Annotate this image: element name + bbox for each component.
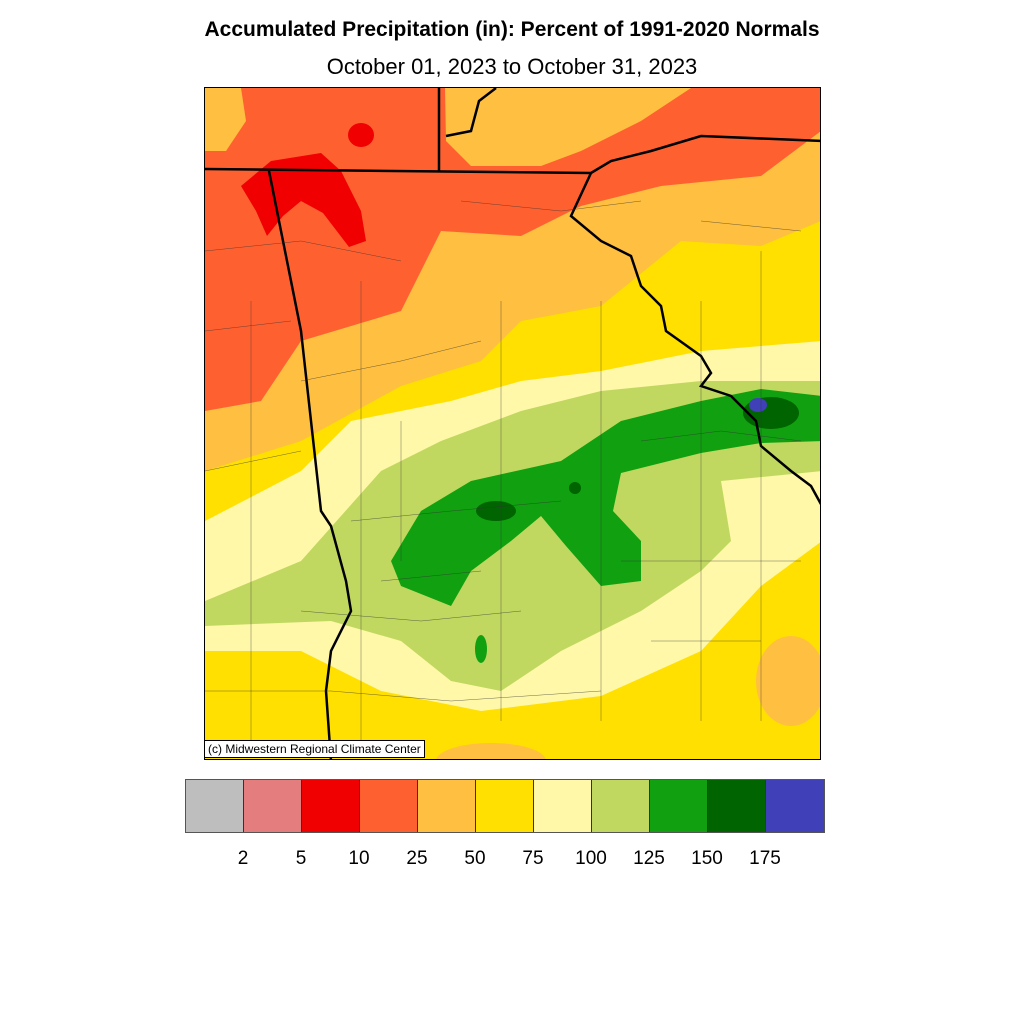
legend-label: 5: [295, 848, 307, 869]
map-svg: [205, 88, 820, 759]
zone-10-25-north: [348, 123, 374, 147]
legend-swatch: [592, 780, 650, 832]
legend-swatch: [766, 780, 824, 832]
legend-label: 100: [575, 848, 607, 869]
color-legend: [185, 779, 825, 833]
legend-swatch: [360, 780, 418, 832]
zone-150-175: [391, 389, 820, 606]
zone-175-plus-1: [476, 501, 516, 521]
legend-swatch: [302, 780, 360, 832]
zone-150-175-south: [475, 635, 487, 663]
state-boundaries: [205, 88, 820, 759]
legend-swatch: [244, 780, 302, 832]
legend-swatch: [476, 780, 534, 832]
legend-label: 25: [406, 848, 428, 869]
map-title: Accumulated Precipitation (in): Percent …: [204, 18, 820, 41]
legend-label: 75: [522, 848, 544, 869]
legend-swatch: [708, 780, 766, 832]
legend-swatch: [418, 780, 476, 832]
credit-label: (c) Midwestern Regional Climate Center: [204, 740, 425, 758]
zone-50-75-northwest: [205, 88, 246, 151]
legend-swatch: [534, 780, 592, 832]
legend-label: 50: [464, 848, 486, 869]
legend-label: 125: [633, 848, 665, 869]
precipitation-map: [204, 87, 821, 760]
zone-50-75-southeast: [756, 636, 820, 726]
zone-50-75-north: [445, 88, 691, 166]
legend-label: 175: [749, 848, 781, 869]
zone-10-25: [241, 153, 366, 247]
map-subtitle: October 01, 2023 to October 31, 2023: [326, 54, 698, 79]
legend-label: 2: [237, 848, 249, 869]
legend-label: 10: [348, 848, 370, 869]
legend-label: 150: [691, 848, 723, 869]
zone-175-plus-2: [569, 482, 581, 494]
county-lines: [205, 200, 802, 741]
legend-swatch: [186, 780, 244, 832]
zone-50-75-south: [436, 743, 546, 759]
legend-swatch: [650, 780, 708, 832]
zone-over-max: [749, 398, 767, 412]
